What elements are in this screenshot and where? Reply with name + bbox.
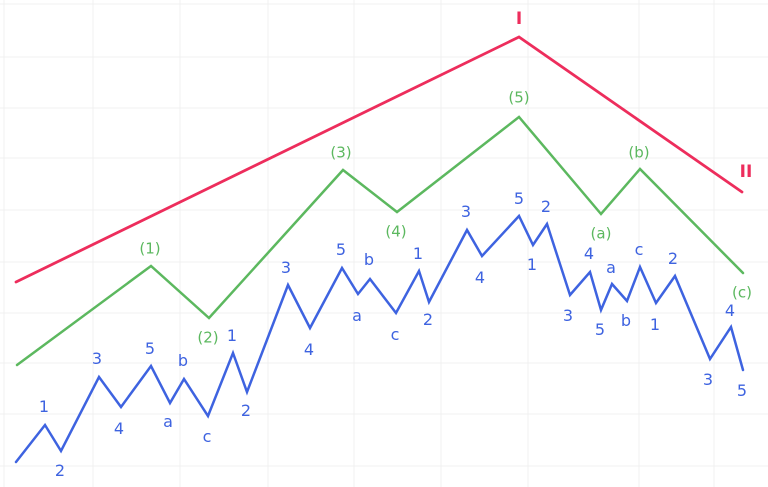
minor-wave-label: 3 [563,306,573,325]
minor-wave-label: b [178,351,188,370]
minor-wave-label: c [203,427,212,446]
minor-wave-label: 4 [584,244,594,263]
minor-wave-label: 3 [703,370,713,389]
minor-wave-label: 5 [336,240,346,259]
minor-wave-label: 5 [514,189,524,208]
minor-wave-label: 4 [475,268,485,287]
primary-wave-label: II [740,162,753,182]
minor-wave-label: 1 [527,255,537,274]
minor-wave-label: 3 [461,202,471,221]
intermediate-wave-label: (4) [385,222,406,240]
minor-wave-label: 2 [668,249,678,268]
minor-wave-label: 1 [413,244,423,263]
intermediate-wave-label: (5) [508,88,529,106]
intermediate-wave-line [15,115,745,367]
minor-wave-label: 2 [55,461,65,480]
intermediate-wave-label: (3) [330,143,351,161]
primary-wave-label: I [516,9,522,29]
minor-wave-label: 2 [423,310,433,329]
minor-wave-label: a [352,306,362,325]
minor-wave-label: a [163,412,173,431]
minor-wave-label: 1 [650,315,660,334]
minor-wave-label: 2 [541,197,551,216]
minor-wave-label: 1 [39,397,49,416]
minor-wave-label: 1 [227,326,237,345]
minor-wave-line [14,213,745,464]
primary-wave-line [14,35,744,284]
minor-wave-label: b [364,250,374,269]
minor-wave-label: 5 [145,339,155,358]
intermediate-wave-label: (c) [732,283,752,301]
minor-wave-label: c [635,240,644,259]
minor-wave-label: 3 [92,349,102,368]
minor-wave-label: 2 [241,401,251,420]
minor-wave-label: 4 [304,340,314,359]
minor-wave-label: 5 [737,381,747,400]
minor-wave-label: 4 [114,419,124,438]
minor-wave-label: b [621,311,631,330]
minor-wave-label: 4 [725,301,735,320]
minor-wave-label: 3 [281,258,291,277]
intermediate-wave-label: (1) [139,239,160,257]
minor-wave-label: 5 [595,320,605,339]
intermediate-wave-label: (b) [628,143,649,161]
minor-wave-label: a [606,258,616,277]
intermediate-wave-label: (2) [197,328,218,346]
minor-wave-label: c [391,325,400,344]
intermediate-wave-label: (a) [591,224,612,242]
